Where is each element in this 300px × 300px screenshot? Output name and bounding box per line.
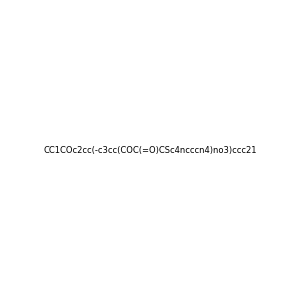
Text: CC1COc2cc(-c3cc(COC(=O)CSc4ncccn4)no3)ccc21: CC1COc2cc(-c3cc(COC(=O)CSc4ncccn4)no3)cc… [43,146,257,154]
